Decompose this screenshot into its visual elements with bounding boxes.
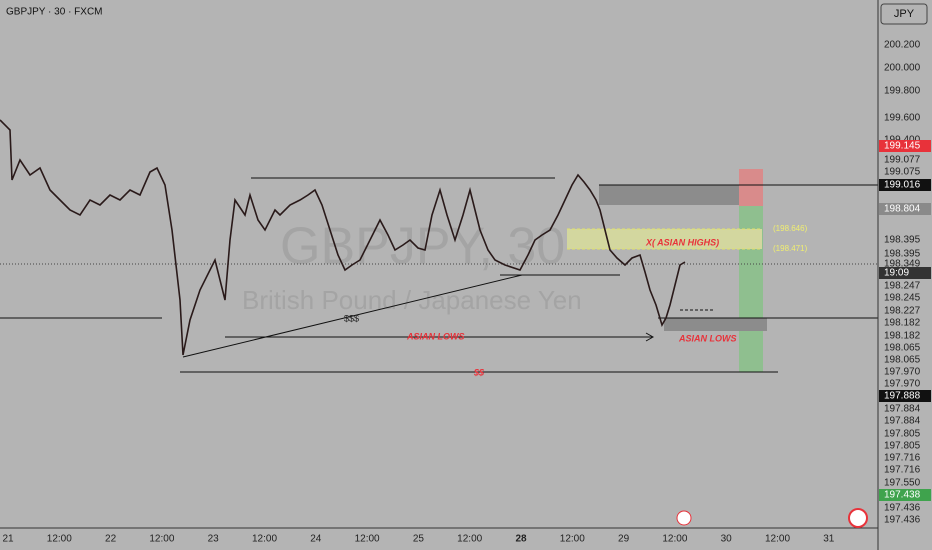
time-label: 12:00 [662,534,687,545]
price-label-bg [879,267,931,279]
price-label: 197.436 [884,515,921,526]
price-label: 197.436 [884,503,921,514]
price-label: 200.000 [884,63,921,74]
time-label: 12:00 [355,534,380,545]
time-label: 22 [105,534,117,545]
asian-high-zone [567,229,762,249]
price-label-bg [879,203,931,215]
time-label: 21 [2,534,14,545]
watermark-description: British Pound / Japanese Yen [242,285,582,315]
price-label: 197.716 [884,465,921,476]
currency-button[interactable] [880,3,928,25]
time-labels: 21 12:00 22 12:00 23 12:00 24 12:00 25 12:00 28 12:… [2,534,834,545]
price-label: 199.800 [884,86,921,97]
time-label: 30 [721,534,733,545]
price-label: 19:09 [884,268,909,279]
price-labels: 200.200200.000199.800199.600199.400199.1… [879,40,931,526]
currency[interactable]: JPY [894,8,915,20]
price-label: 198.395 [884,235,921,246]
price-label: 197.805 [884,441,921,452]
price-label: 198.227 [884,306,921,317]
price-label: 198.804 [884,204,921,215]
price-label-bg [879,140,931,152]
time-label: 23 [208,534,220,545]
time-label: 12:00 [560,534,585,545]
price-label: 199.077 [884,155,921,166]
annotation: (198.646) [773,224,808,233]
price-label: 198.349 [884,259,921,270]
price-label: 197.970 [884,379,921,390]
time-label: 12:00 [457,534,482,545]
price-label: 198.395 [884,249,921,260]
price-label: 197.884 [884,416,921,427]
price-label: 198.182 [884,331,921,342]
time-label: 25 [413,534,425,545]
price-label: 197.550 [884,478,921,489]
price-label: 198.065 [884,343,921,354]
price-label: 199.600 [884,113,921,124]
symbol-title: GBPJPY · 30 · FXCM [6,7,103,18]
price-label: 199.075 [884,167,921,178]
price-label: 197.888 [884,391,921,402]
annotation: ASIAN LOWS [406,331,465,341]
time-label: 31 [823,534,835,545]
time-label: 12:00 [47,534,72,545]
drawings [0,177,878,373]
time-label: 28 [515,534,527,545]
annotation: X( ASIAN HIGHS) [645,237,719,247]
stop-zone [739,169,763,206]
price-label: 198.247 [884,281,921,292]
watermark-ticker: GBPJPY, 30 [280,218,565,276]
settings-icon[interactable] [848,508,868,528]
price-label: 197.970 [884,367,921,378]
price-label-bg [879,489,931,501]
price-line [0,119,686,356]
price-label: 198.182 [884,318,921,329]
price-label-bg [879,390,931,402]
price-label: 198.065 [884,355,921,366]
time-label: 12:00 [252,534,277,545]
price-label: 197.438 [884,490,921,501]
time-label: 29 [618,534,630,545]
demand-zone [664,318,767,331]
price-label: 200.200 [884,40,921,51]
price-label-bg [879,179,931,191]
annotation: $$ [473,367,485,377]
price-label: 197.805 [884,429,921,440]
time-label: 12:00 [765,534,790,545]
price-label: 199.145 [884,141,921,152]
price-label: 197.716 [884,453,921,464]
annotation: ASIAN LOWS [678,333,737,343]
annotation: (198.471) [773,244,808,253]
price-label: 197.884 [884,404,921,415]
supply-zone [599,185,739,205]
alert-icon[interactable] [676,510,692,526]
price-label: 198.245 [884,293,921,304]
annotation: $$$ [344,313,359,323]
time-label: 12:00 [149,534,174,545]
price-label: 199.016 [884,180,921,191]
time-label: 24 [310,534,322,545]
